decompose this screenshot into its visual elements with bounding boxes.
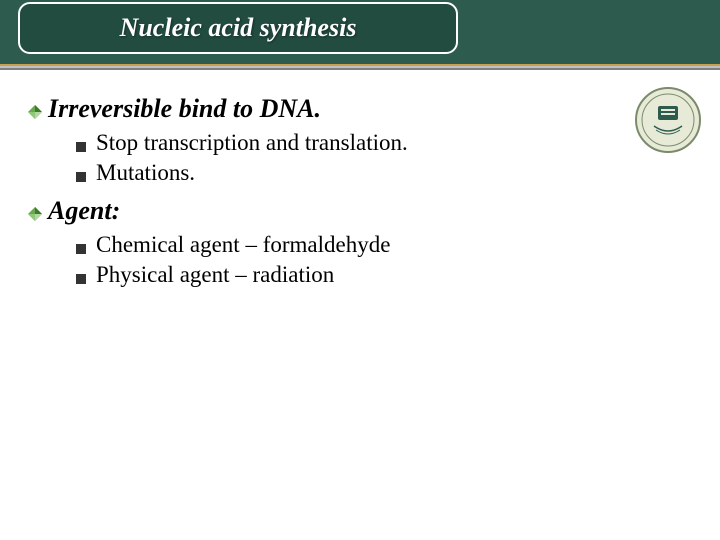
section-heading-2: Agent: <box>28 196 692 226</box>
list-item: Mutations. <box>76 160 692 186</box>
section-heading-2-text: Agent: <box>48 196 120 226</box>
square-bullet-icon <box>76 244 86 254</box>
content-area: Irreversible bind to DNA. Stop transcrip… <box>0 70 720 288</box>
diamond-bullet-icon <box>28 105 42 119</box>
square-bullet-icon <box>76 142 86 152</box>
list-item: Chemical agent – formaldehyde <box>76 232 692 258</box>
slide-title: Nucleic acid synthesis <box>120 13 357 43</box>
section-2-list: Chemical agent – formaldehyde Physical a… <box>76 232 692 288</box>
title-pill: Nucleic acid synthesis <box>18 2 458 54</box>
square-bullet-icon <box>76 274 86 284</box>
square-bullet-icon <box>76 172 86 182</box>
section-1-list: Stop transcription and translation. Muta… <box>76 130 692 186</box>
section-heading-1-text: Irreversible bind to DNA. <box>48 94 321 124</box>
section-heading-1: Irreversible bind to DNA. <box>28 94 692 124</box>
header-band: Nucleic acid synthesis <box>0 0 720 64</box>
list-item: Physical agent – radiation <box>76 262 692 288</box>
diamond-bullet-icon <box>28 207 42 221</box>
list-item-text: Mutations. <box>96 160 195 186</box>
list-item-text: Chemical agent – formaldehyde <box>96 232 390 258</box>
list-item-text: Physical agent – radiation <box>96 262 334 288</box>
list-item-text: Stop transcription and translation. <box>96 130 408 156</box>
list-item: Stop transcription and translation. <box>76 130 692 156</box>
